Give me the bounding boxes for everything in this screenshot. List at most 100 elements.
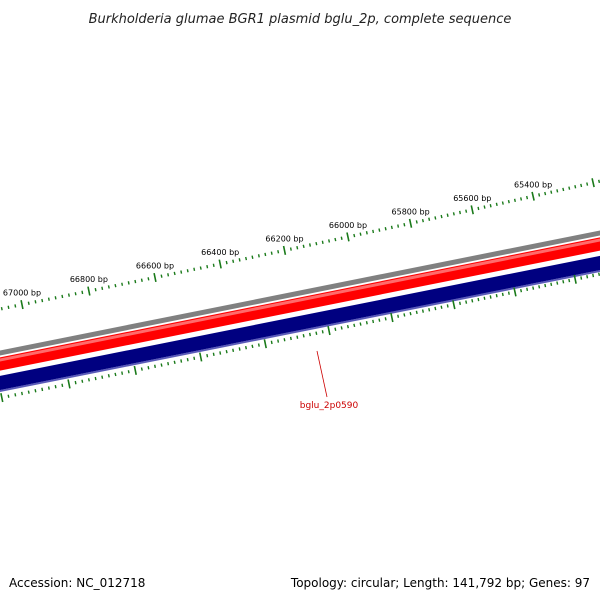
outer-ring-major-tick xyxy=(282,245,287,255)
genome-tracks xyxy=(0,230,600,393)
inner-ring-minor-tick xyxy=(562,280,565,284)
outer-ring-minor-tick xyxy=(212,263,215,268)
outer-ring-minor-tick xyxy=(264,252,267,257)
outer-ring-minor-tick xyxy=(251,255,254,259)
outer-ring-minor-tick xyxy=(277,250,280,254)
outer-ring-minor-tick xyxy=(140,278,143,282)
inner-ring-minor-tick xyxy=(489,295,492,299)
outer-ring-minor-tick xyxy=(538,193,541,197)
outer-ring-minor-tick xyxy=(232,259,235,263)
outer-ring-minor-tick xyxy=(27,301,30,305)
outer-ring-minor-tick xyxy=(47,297,50,301)
inner-ring-minor-tick xyxy=(471,299,474,303)
outer-ring-minor-tick xyxy=(173,271,176,276)
inner-ring-minor-tick xyxy=(186,357,189,362)
outer-ring-minor-tick xyxy=(94,287,97,292)
outer-ring-minor-tick xyxy=(101,286,104,291)
outer-ring-minor-tick xyxy=(180,270,183,274)
inner-ring-minor-tick xyxy=(283,338,286,342)
outer-ring-major-tick xyxy=(591,178,595,188)
inner-ring-minor-tick xyxy=(277,339,280,343)
outer-ring-minor-tick xyxy=(302,244,305,249)
inner-ring-minor-tick xyxy=(147,366,150,370)
inner-ring-major-tick xyxy=(390,312,394,323)
inner-ring-minor-tick xyxy=(94,376,97,381)
outer-ring-minor-tick xyxy=(61,294,64,299)
inner-ring-minor-tick xyxy=(251,344,254,349)
inner-ring-minor-tick xyxy=(346,324,349,329)
outer-ring-minor-tick xyxy=(501,201,504,205)
outer-ring-minor-tick xyxy=(390,225,393,230)
inner-ring-minor-tick xyxy=(501,292,504,297)
outer-ring-minor-tick xyxy=(238,258,241,262)
inner-ring-minor-tick xyxy=(321,330,324,334)
inner-ring-minor-tick xyxy=(257,343,260,347)
outer-ring-minor-tick xyxy=(160,274,163,278)
outer-ring-minor-tick xyxy=(598,179,600,184)
inner-ring-minor-tick xyxy=(212,352,215,357)
outer-ring-minor-tick xyxy=(257,254,260,258)
gene-label-leader xyxy=(316,350,328,398)
inner-ring-major-tick xyxy=(67,379,71,389)
inner-ring-minor-tick xyxy=(556,281,559,285)
inner-ring-major-tick xyxy=(452,300,456,310)
outer-ring-minor-tick xyxy=(340,236,343,240)
outer-ring-minor-tick xyxy=(403,222,406,227)
outer-ring-minor-tick xyxy=(495,202,498,207)
inner-ring-major-tick xyxy=(199,352,203,362)
inner-ring-minor-tick xyxy=(359,322,362,326)
outer-tick-ring xyxy=(0,178,600,311)
sequence-summary: Topology: circular; Length: 141,792 bp; … xyxy=(290,576,590,590)
inner-ring-minor-tick xyxy=(446,304,449,308)
outer-ring-minor-tick xyxy=(372,229,375,234)
inner-ring-minor-tick xyxy=(107,374,110,378)
inner-ring-minor-tick xyxy=(592,273,595,278)
inner-ring-minor-tick xyxy=(121,371,124,375)
inner-ring-minor-tick xyxy=(193,356,196,361)
inner-ring-minor-tick xyxy=(154,364,156,369)
outer-ring-minor-tick xyxy=(586,182,589,186)
inner-ring-minor-tick xyxy=(434,306,437,311)
outer-ring-minor-tick xyxy=(477,206,480,211)
inner-ring-minor-tick xyxy=(459,301,461,306)
inner-ring-minor-tick xyxy=(47,386,50,390)
inner-ring-minor-tick xyxy=(27,390,30,394)
inner-tick-ring xyxy=(0,272,600,403)
outer-ring-minor-tick xyxy=(334,237,337,242)
tick-label-66400-bp: 66400 bp xyxy=(201,248,239,257)
outer-ring-minor-tick xyxy=(465,209,468,213)
outer-ring-minor-tick xyxy=(54,296,57,300)
inner-ring-minor-tick xyxy=(245,345,247,350)
inner-ring-minor-tick xyxy=(296,335,299,339)
inner-ring-minor-tick xyxy=(353,323,356,328)
inner-ring-minor-tick xyxy=(526,287,529,292)
inner-ring-minor-tick xyxy=(61,383,64,388)
tick-label-66600-bp: 66600 bp xyxy=(136,262,174,271)
outer-ring-minor-tick xyxy=(428,217,431,221)
outer-ring-major-tick xyxy=(218,259,222,269)
outer-ring-minor-tick xyxy=(121,282,124,286)
outer-ring-minor-tick xyxy=(0,306,3,311)
outer-ring-minor-tick xyxy=(359,232,362,236)
outer-ring-minor-tick xyxy=(199,266,202,270)
inner-ring-minor-tick xyxy=(568,278,571,283)
inner-ring-minor-tick xyxy=(206,353,209,358)
outer-ring-minor-tick xyxy=(544,191,547,196)
inner-ring-minor-tick xyxy=(41,387,44,392)
inner-ring-minor-tick xyxy=(598,272,600,276)
inner-ring-minor-tick xyxy=(372,319,375,324)
tick-labels: 65400 bp 65600 bp 65800 bp 66000 bp 66200 bp… xyxy=(3,180,552,297)
outer-ring-minor-tick xyxy=(507,199,510,204)
tick-label-66200-bp: 66200 bp xyxy=(265,234,303,243)
inner-ring-minor-tick xyxy=(74,380,77,385)
gene-label-bglu-2p0590[interactable]: bglu_2p0590 xyxy=(300,401,359,411)
inner-ring-minor-tick xyxy=(34,389,37,393)
outer-ring-minor-tick xyxy=(147,277,150,281)
inner-ring-minor-tick xyxy=(101,375,104,379)
outer-ring-minor-tick xyxy=(114,283,117,288)
inner-ring-minor-tick xyxy=(365,321,368,325)
outer-ring-minor-tick xyxy=(562,187,565,192)
outer-ring-minor-tick xyxy=(446,213,449,217)
inner-ring-minor-tick xyxy=(219,351,222,355)
outer-ring-minor-tick xyxy=(34,300,37,304)
